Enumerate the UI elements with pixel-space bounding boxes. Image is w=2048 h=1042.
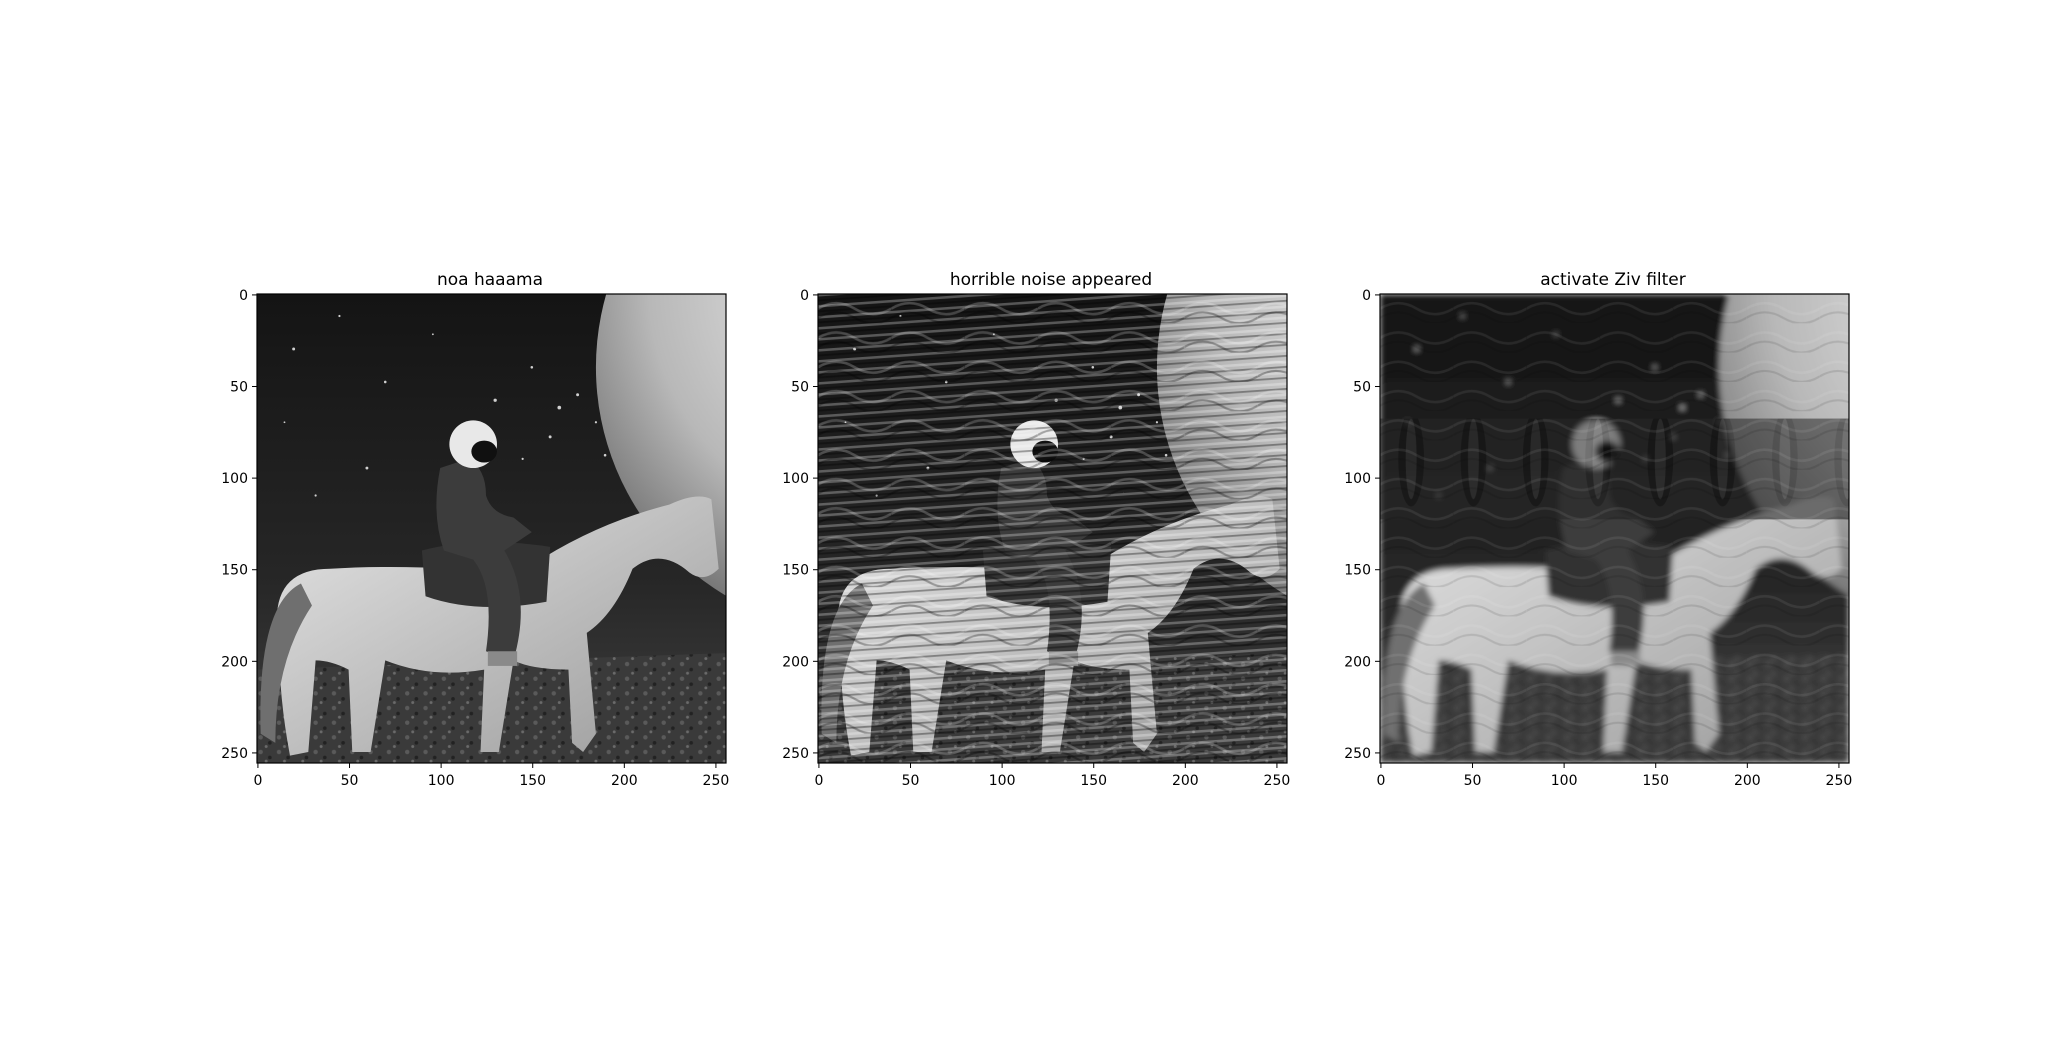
y-tick-label: 100	[221, 471, 248, 487]
x-tick-label: 0	[1376, 773, 1385, 789]
x-tick-label: 100	[1551, 773, 1578, 789]
x-tick-label: 150	[1642, 773, 1669, 789]
x-tick-label: 200	[1734, 773, 1761, 789]
x-tick-label: 50	[1464, 773, 1482, 789]
x-tick-label: 100	[989, 773, 1016, 789]
axes-frame	[817, 293, 1288, 764]
y-tick-label: 50	[791, 380, 809, 396]
y-tick-label: 150	[1344, 563, 1371, 579]
x-tick-label: 250	[1826, 773, 1853, 789]
x-tick-label: 0	[253, 773, 262, 789]
y-tick-label: 150	[221, 563, 248, 579]
panel-title: activate Ziv filter	[1540, 270, 1686, 290]
x-tick-label: 50	[902, 773, 920, 789]
y-tick-label: 50	[230, 380, 248, 396]
y-axis: 0 50 100 150 200 250	[782, 288, 818, 762]
axes-frame	[256, 293, 727, 764]
x-axis: 0 50 100 150 200 250	[253, 763, 729, 789]
y-tick-label: 100	[1344, 471, 1371, 487]
x-axis: 0 50 100 150 200 250	[1376, 763, 1852, 789]
x-tick-label: 200	[1172, 773, 1199, 789]
panel-filtered: activate Ziv filter 0 50 100 150 200 250 0 50 1…	[1344, 270, 1852, 789]
y-tick-label: 250	[1344, 746, 1371, 762]
x-tick-label: 250	[1264, 773, 1291, 789]
y-tick-label: 100	[782, 471, 809, 487]
x-tick-label: 200	[611, 773, 638, 789]
panel-image	[1380, 294, 1849, 763]
axes-frame	[1379, 293, 1850, 764]
x-tick-label: 250	[703, 773, 730, 789]
y-axis: 0 50 100 150 200 250	[1344, 288, 1380, 762]
y-tick-label: 150	[782, 563, 809, 579]
panel-noisy: horrible noise appeared 0 50 100 150 200 250 …	[782, 270, 1290, 789]
x-tick-label: 0	[814, 773, 823, 789]
y-tick-label: 250	[782, 746, 809, 762]
panel-title: noa haaama	[437, 270, 543, 290]
y-tick-label: 200	[782, 654, 809, 670]
panel-image	[818, 294, 1287, 763]
y-tick-label: 50	[1353, 380, 1371, 396]
panel-original: noa haaama 0 50 100 150 200 250 0 50 100 150 200 2…	[221, 270, 729, 789]
x-tick-label: 150	[1080, 773, 1107, 789]
x-axis: 0 50 100 150 200 250	[814, 763, 1290, 789]
y-tick-label: 250	[221, 746, 248, 762]
y-tick-label: 0	[800, 288, 809, 304]
y-tick-label: 200	[221, 654, 248, 670]
x-tick-label: 100	[428, 773, 455, 789]
y-tick-label: 200	[1344, 654, 1371, 670]
panel-title: horrible noise appeared	[950, 270, 1152, 290]
y-tick-label: 0	[1362, 288, 1371, 304]
x-tick-label: 150	[519, 773, 546, 789]
y-tick-label: 0	[239, 288, 248, 304]
x-tick-label: 50	[341, 773, 359, 789]
y-axis: 0 50 100 150 200 250	[221, 288, 257, 762]
